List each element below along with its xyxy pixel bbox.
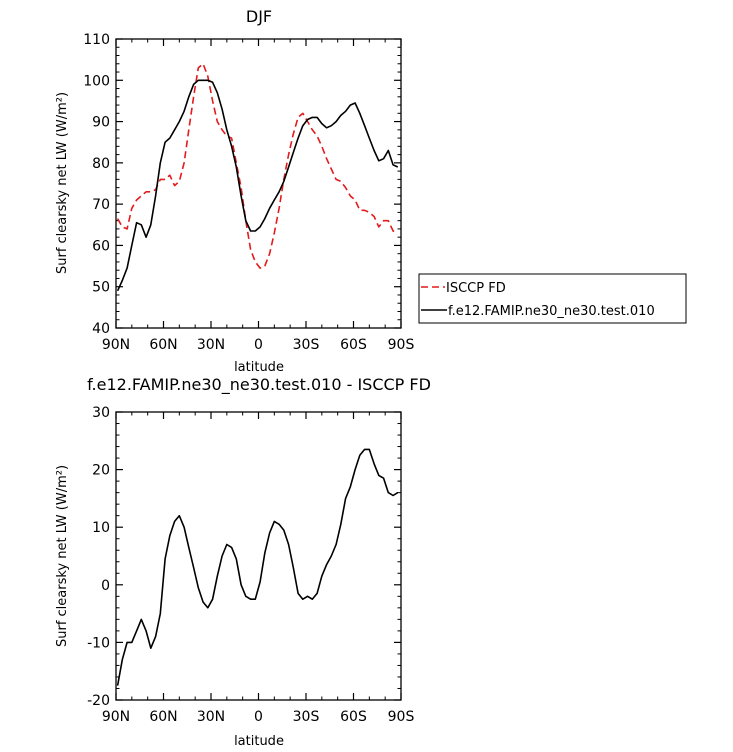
- top-x-axis-title: latitude: [234, 360, 284, 375]
- y-tick-label: 40: [92, 321, 110, 337]
- y-tick-label: 100: [83, 73, 110, 89]
- x-tick-label: 30N: [197, 337, 225, 353]
- bottom-ticks: -20 -10 0 10 20 30 90N 60N 30N 0 30S 60S 90S: [87, 405, 414, 725]
- bottom-y-axis-title: Surf clearsky net LW (W/m²): [55, 465, 70, 647]
- y-tick-label: -10: [87, 635, 110, 651]
- legend-box: [418, 273, 687, 324]
- bottom-x-axis-title: latitude: [234, 734, 284, 749]
- y-tick-label: 70: [92, 197, 110, 213]
- series-line-isccp-fd: [116, 62, 399, 269]
- x-tick-label: 60S: [340, 337, 367, 353]
- x-tick-label: 90N: [102, 337, 130, 353]
- x-tick-label: 90S: [388, 337, 415, 353]
- bottom-series-layer: [116, 448, 399, 686]
- legend: ISCCP FD f.e12.FAMIP.ne30_ne30.test.010: [418, 273, 687, 324]
- y-tick-label: 20: [92, 463, 110, 479]
- x-tick-label: 30N: [197, 709, 225, 725]
- y-tick-label: 50: [92, 280, 110, 296]
- legend-label-model: f.e12.FAMIP.ne30_ne30.test.010: [448, 304, 655, 319]
- top-plot-frame: [115, 38, 402, 329]
- top-y-axis-title: Surf clearsky net LW (W/m²): [55, 92, 70, 274]
- x-tick-label: 30S: [293, 337, 320, 353]
- x-tick-label: 90N: [102, 709, 130, 725]
- legend-label-isccp: ISCCP FD: [446, 281, 506, 296]
- y-tick-label: 0: [101, 578, 110, 594]
- x-tick-label: 30S: [293, 709, 320, 725]
- series-line-difference: [116, 448, 399, 686]
- y-tick-label: -20: [87, 693, 110, 709]
- bottom-plot-frame: [115, 411, 402, 701]
- y-tick-label: 80: [92, 156, 110, 172]
- bottom-chart-title: f.e12.FAMIP.ne30_ne30.test.010 - ISCCP F…: [87, 375, 431, 395]
- y-tick-label: 60: [92, 238, 110, 254]
- y-tick-label: 90: [92, 115, 110, 131]
- x-tick-label: 0: [254, 709, 263, 725]
- x-tick-label: 60S: [340, 709, 367, 725]
- bottom-panel: f.e12.FAMIP.ne30_ne30.test.010 - ISCCP F…: [55, 375, 431, 749]
- x-tick-label: 60N: [149, 337, 177, 353]
- top-series-layer: [116, 62, 399, 292]
- x-tick-label: 0: [254, 337, 263, 353]
- top-ticks: 40 50 60 70 80 90 100 110 90N 60N 30N 0 30S 60S 90S: [83, 32, 414, 353]
- y-tick-label: 110: [83, 32, 110, 48]
- series-line-f-e12-famip-ne30-ne30-test-010: [116, 79, 399, 292]
- top-panel: DJF 40 50 60 70 80 90 100 110 90N 60N 30N 0 30S 60S 90…: [55, 7, 687, 375]
- y-tick-label: 10: [92, 520, 110, 536]
- x-tick-label: 90S: [388, 709, 415, 725]
- top-chart-title: DJF: [246, 7, 272, 26]
- x-tick-label: 60N: [149, 709, 177, 725]
- y-tick-label: 30: [92, 405, 110, 421]
